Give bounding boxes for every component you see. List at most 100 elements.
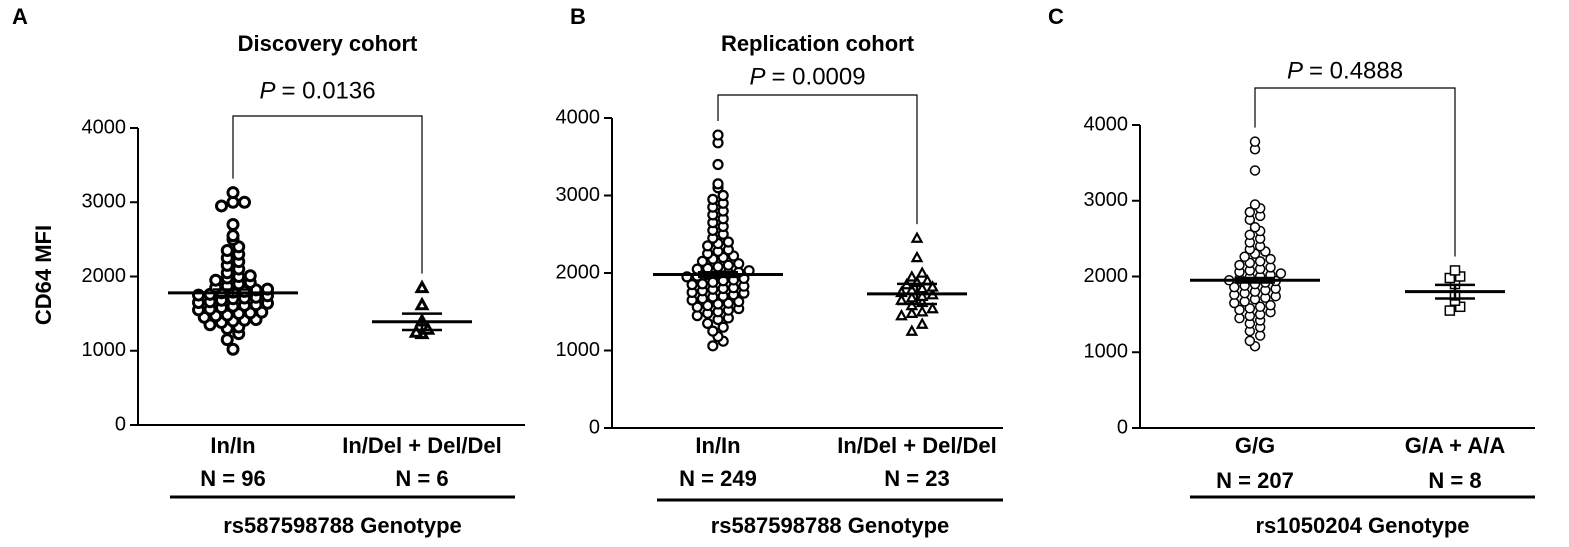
data-point xyxy=(915,266,929,278)
data-point xyxy=(1244,303,1256,314)
p-value: = 0.0009 xyxy=(772,63,866,90)
y-axis-label: CD64 MFI xyxy=(31,225,56,325)
y-tick-label: 2000 xyxy=(1084,265,1129,287)
data-point xyxy=(910,231,924,243)
data-point xyxy=(722,236,734,248)
data-point xyxy=(1244,229,1256,241)
y-tick-label: 1000 xyxy=(82,339,127,361)
sem-bar xyxy=(213,288,253,298)
significance-bracket xyxy=(232,115,423,274)
y-tick-label: 1000 xyxy=(1084,341,1129,363)
data-point xyxy=(696,278,709,290)
data-point xyxy=(1239,251,1250,263)
data-point xyxy=(702,317,714,329)
data-point xyxy=(226,186,240,200)
group-count: N = 23 xyxy=(884,466,949,491)
y-tick-label: 0 xyxy=(589,416,600,438)
data-point xyxy=(1234,304,1245,316)
panel-label: A xyxy=(12,4,28,29)
group-count: N = 249 xyxy=(679,466,757,491)
y-tick-label: 0 xyxy=(115,413,126,435)
y-tick-label: 3000 xyxy=(556,184,601,206)
category-label: G/A + A/A xyxy=(1405,433,1506,458)
data-point xyxy=(915,304,929,317)
y-tick-label: 0 xyxy=(1117,416,1128,438)
group-count: N = 6 xyxy=(395,466,448,491)
data-point xyxy=(686,279,698,291)
group-count: N = 207 xyxy=(1216,468,1294,493)
data-point xyxy=(1244,335,1256,347)
p-value: = 0.0136 xyxy=(282,77,376,104)
y-tick-label: 4000 xyxy=(82,116,127,138)
category-label: In/In xyxy=(695,433,740,458)
category-label: In/Del + Del/Del xyxy=(837,433,997,458)
data-point xyxy=(226,229,240,243)
data-point xyxy=(1249,222,1261,233)
y-tick-label: 4000 xyxy=(1084,113,1129,135)
data-point xyxy=(895,308,908,321)
sem-bar xyxy=(402,312,442,332)
data-point xyxy=(1449,265,1461,276)
data-point xyxy=(717,189,729,202)
data-point xyxy=(712,158,724,171)
data-point xyxy=(717,321,729,333)
data-point xyxy=(414,296,430,311)
y-tick-label: 3000 xyxy=(1084,189,1129,211)
data-point xyxy=(1229,281,1240,293)
p-symbol: P xyxy=(259,77,275,104)
x-axis-label: rs587598788 Genotype xyxy=(711,513,950,538)
data-point xyxy=(220,244,234,258)
sem-bar xyxy=(1235,276,1275,284)
data-point xyxy=(733,258,745,270)
y-tick-label: 2000 xyxy=(82,265,127,287)
y-tick-label: 3000 xyxy=(82,191,127,213)
data-point xyxy=(1249,136,1261,147)
data-point xyxy=(226,218,240,232)
data-point xyxy=(1254,301,1266,313)
x-axis-label: rs587598788 Genotype xyxy=(223,513,462,538)
data-point xyxy=(707,193,719,205)
data-point xyxy=(238,195,251,209)
data-point xyxy=(220,333,234,347)
data-point xyxy=(926,280,939,292)
data-point xyxy=(1265,300,1276,311)
data-point xyxy=(702,240,714,252)
data-point xyxy=(915,289,929,301)
data-point xyxy=(905,306,919,318)
data-point xyxy=(905,270,919,282)
data-point xyxy=(910,250,924,263)
panel: C 0 1000 2000 3000 4000 G/G N = 207 G/A + A/A N =… xyxy=(1048,4,1535,538)
data-point xyxy=(226,342,240,356)
panel: A Discovery cohort CD64 MFI 0 1000 2000 3000 40… xyxy=(12,4,525,538)
p-symbol: P xyxy=(1287,57,1303,84)
category-label: G/G xyxy=(1235,433,1275,458)
data-point xyxy=(722,259,734,271)
y-tick-label: 4000 xyxy=(556,106,601,128)
data-point xyxy=(408,324,424,338)
data-point xyxy=(209,273,223,287)
data-point xyxy=(1234,259,1245,271)
data-point xyxy=(1265,253,1276,265)
data-point xyxy=(926,301,939,314)
data-point xyxy=(1275,268,1287,279)
data-point xyxy=(215,199,228,213)
data-point xyxy=(905,291,919,303)
data-point xyxy=(243,269,257,283)
panel: B Replication cohort 0 1000 2000 3000 4000 In/I… xyxy=(556,4,1003,538)
sem-bar xyxy=(698,270,738,279)
sem-bar xyxy=(1435,283,1475,300)
data-point xyxy=(707,340,719,352)
significance-bracket xyxy=(717,94,918,225)
panel-title: Discovery cohort xyxy=(238,31,418,56)
data-point xyxy=(915,317,929,329)
data-point xyxy=(696,255,709,267)
data-point xyxy=(707,325,719,337)
y-tick-label: 2000 xyxy=(556,261,601,283)
panel-label: B xyxy=(570,4,586,29)
sem-bar xyxy=(897,282,937,306)
data-point xyxy=(1249,199,1261,210)
p-symbol: P xyxy=(749,63,765,90)
data-point xyxy=(712,129,724,141)
